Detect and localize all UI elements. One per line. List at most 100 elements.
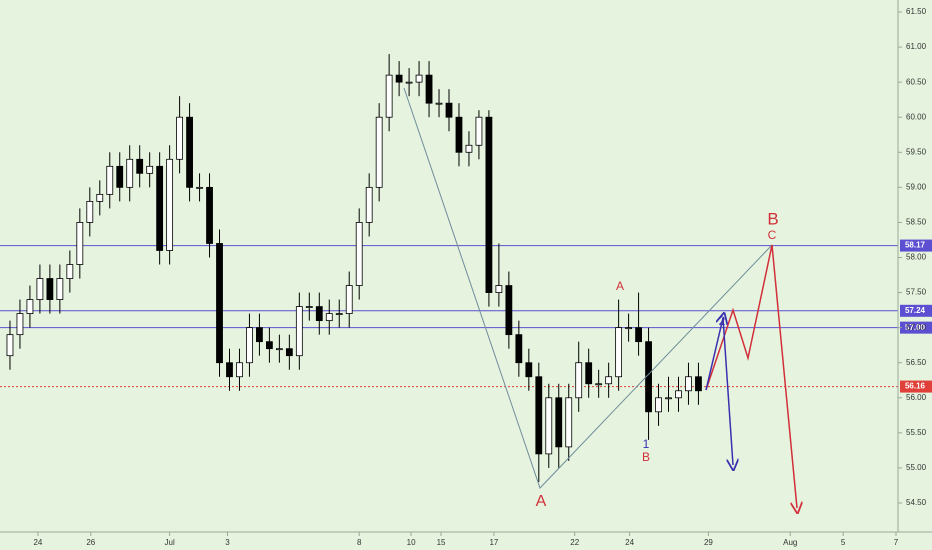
candle-body	[136, 158, 144, 174]
y-tick-label: 56.00	[906, 393, 927, 402]
price-level-label: 57.00	[905, 323, 926, 332]
candle-body	[415, 74, 423, 83]
wave-label: 1	[643, 437, 650, 451]
candle-body	[515, 334, 523, 364]
candle-body	[565, 397, 573, 448]
price-level-tag	[900, 239, 932, 252]
candle-body	[305, 306, 313, 309]
candle-body	[196, 186, 203, 189]
y-tick-label: 55.50	[906, 428, 927, 437]
candle-body	[615, 327, 623, 378]
candle-body	[315, 306, 323, 322]
y-tick-label: 57.50	[906, 288, 927, 297]
candle-body	[56, 278, 64, 300]
candle-body	[625, 327, 632, 330]
candle-body	[435, 102, 443, 105]
x-tick-label: 10	[407, 538, 416, 547]
candle-body	[425, 74, 433, 104]
y-tick-label: 58.00	[906, 253, 927, 262]
price-level-label: 56.16	[905, 382, 926, 391]
candle-body	[226, 362, 233, 378]
wave-label: 2	[719, 314, 726, 328]
candle-body	[146, 165, 154, 174]
y-tick-label: 54.50	[906, 498, 927, 507]
candle-body	[455, 116, 463, 153]
price-level-label: 57.24	[905, 306, 926, 315]
candle-body	[126, 158, 134, 188]
candle-body	[26, 299, 34, 315]
candle-body	[535, 376, 543, 455]
x-tick-label: 17	[489, 538, 498, 547]
candle-body	[206, 186, 213, 244]
x-tick-label: 22	[570, 538, 579, 547]
candle-body	[256, 327, 263, 343]
candle-body	[485, 116, 493, 293]
candle-body	[575, 362, 583, 399]
blue-projection-up	[705, 318, 723, 391]
x-tick-label: Jul	[165, 538, 175, 547]
candle-body	[285, 348, 293, 357]
candle-body	[495, 285, 503, 293]
wave-label: A	[536, 493, 547, 510]
candle-body	[595, 383, 603, 386]
candle-body	[445, 102, 453, 118]
candle-body	[655, 397, 662, 413]
y-tick-label: 61.50	[906, 7, 927, 16]
candle-body	[216, 243, 223, 364]
candle-body	[635, 327, 642, 343]
candle-body	[96, 193, 104, 202]
candle-body	[695, 376, 702, 392]
x-tick-label: 15	[437, 538, 446, 547]
candle-body	[76, 222, 84, 265]
price-level-label: 58.17	[905, 241, 926, 250]
wave-label: B	[642, 450, 650, 464]
candle-body	[66, 264, 74, 279]
candle-body	[166, 158, 174, 251]
x-tick-label: 24	[625, 538, 634, 547]
candle-body	[6, 334, 14, 357]
price-level-tag	[900, 380, 932, 393]
y-tick-label: 58.50	[906, 218, 927, 227]
candle-body	[176, 116, 184, 160]
x-tick-label: 29	[704, 538, 713, 547]
candle-body	[525, 362, 533, 378]
candle-body	[236, 362, 243, 378]
wave-label: B	[767, 209, 778, 228]
candle-body	[675, 390, 682, 399]
candle-body	[475, 116, 483, 146]
candle-body	[295, 306, 303, 357]
price-level-tag	[900, 304, 932, 317]
x-tick-label: 26	[86, 538, 95, 547]
wave-label: C	[768, 228, 777, 242]
candle-body	[86, 200, 94, 223]
candle-body	[106, 165, 114, 195]
candle-body	[335, 313, 343, 316]
candle-body	[265, 341, 273, 350]
candle-body	[605, 376, 613, 385]
price-level-tag	[900, 321, 932, 334]
candle-body	[585, 362, 593, 385]
candle-body	[375, 116, 383, 188]
candle-body	[685, 376, 692, 392]
candle-body	[16, 313, 24, 336]
red-projection	[705, 244, 797, 508]
x-tick-label: Aug	[783, 538, 797, 547]
y-tick-label: 56.50	[906, 358, 927, 367]
candle-body	[385, 74, 393, 118]
x-tick-label: 8	[357, 538, 362, 547]
y-tick-label: 61.00	[906, 42, 927, 51]
x-tick-label: 5	[841, 538, 846, 547]
x-tick-label: 24	[33, 538, 42, 547]
candle-body	[555, 397, 563, 448]
x-tick-label: 7	[894, 538, 899, 547]
candle-body	[246, 327, 253, 364]
y-tick-label: 57.00	[906, 323, 927, 332]
candle-body	[116, 165, 124, 188]
candle-body	[355, 222, 363, 286]
wave-line	[403, 87, 773, 489]
candle-body	[36, 278, 44, 300]
blue-projection-down	[722, 317, 733, 465]
y-tick-label: 60.50	[906, 77, 927, 86]
candle-body	[545, 397, 553, 455]
y-tick-label: 59.00	[906, 182, 927, 191]
